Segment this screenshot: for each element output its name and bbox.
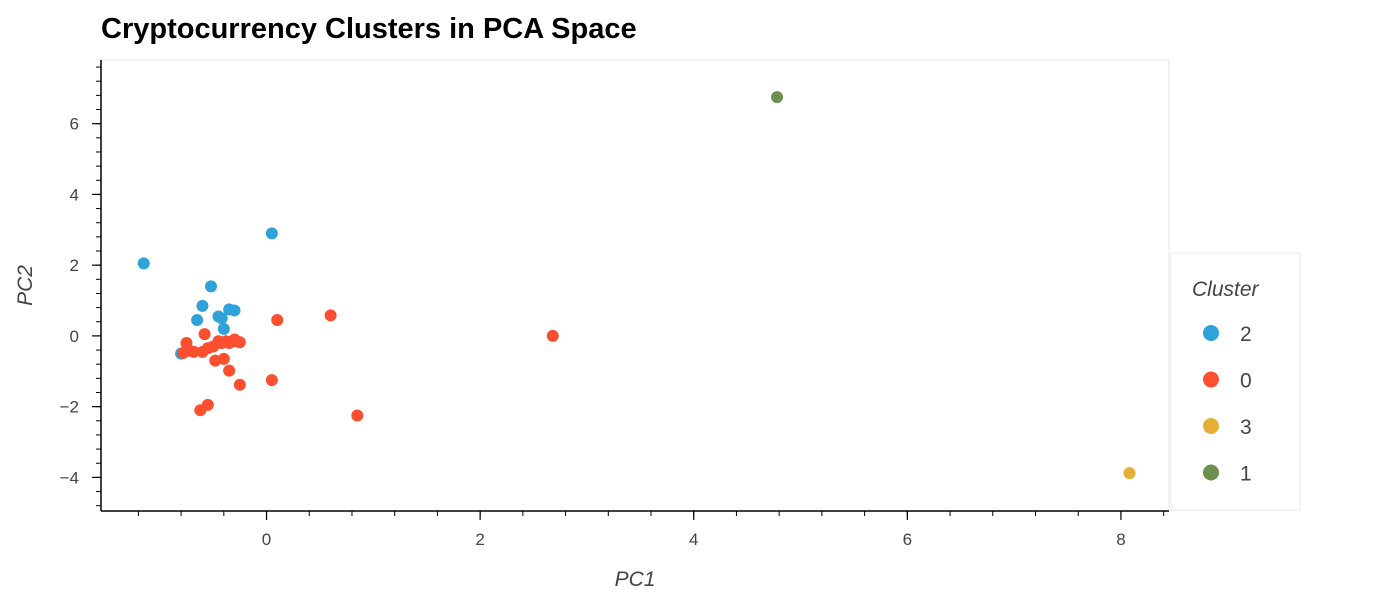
plot-frame (100, 59, 1170, 512)
data-point-cluster-0 (233, 336, 246, 349)
y-tick-label: 4 (70, 185, 79, 204)
x-tick-label: 6 (903, 530, 912, 549)
data-point-cluster-0 (223, 364, 236, 377)
legend-box (1170, 252, 1301, 511)
data-point-cluster-2 (217, 322, 230, 335)
x-axis: 0 2 4 6 8 (101, 510, 1169, 549)
data-point-cluster-0 (324, 309, 337, 322)
data-point-cluster-0 (351, 409, 364, 422)
data-point-cluster-2 (191, 313, 204, 326)
x-tick-label: 8 (1116, 530, 1125, 549)
data-point-cluster-0 (546, 329, 559, 342)
y-tick-label: 0 (70, 327, 79, 346)
data-point-cluster-2 (265, 227, 278, 240)
data-point-cluster-3 (1123, 467, 1136, 480)
x-tick-label: 0 (262, 530, 271, 549)
data-points (137, 91, 1136, 480)
data-point-cluster-0 (198, 328, 211, 341)
data-point-cluster-0 (233, 378, 246, 391)
data-point-cluster-0 (194, 404, 207, 417)
y-axis: −4 −2 0 2 4 6 (60, 60, 102, 511)
data-point-cluster-0 (217, 352, 230, 365)
x-tick-label: 4 (689, 530, 698, 549)
y-tick-label: 2 (70, 256, 79, 275)
data-point-cluster-0 (265, 374, 278, 387)
data-point-cluster-2 (196, 299, 209, 312)
legend-label-2: 2 (1240, 323, 1252, 346)
legend-marker-1 (1203, 464, 1219, 481)
y-tick-label: 6 (70, 115, 79, 134)
data-point-cluster-1 (771, 91, 784, 104)
legend-marker-0 (1203, 371, 1219, 388)
legend-marker-3 (1203, 418, 1219, 434)
data-point-cluster-2 (228, 304, 241, 317)
legend-label-0: 0 (1240, 370, 1252, 393)
y-axis-label: PC2 (14, 265, 37, 306)
legend-label-1: 1 (1240, 463, 1252, 486)
y-tick-label: −4 (60, 468, 79, 487)
legend-label-3: 3 (1240, 416, 1252, 439)
chart-title: Cryptocurrency Clusters in PCA Space (101, 13, 637, 45)
legend-marker-2 (1203, 325, 1219, 341)
x-tick-label: 2 (475, 530, 484, 549)
data-point-cluster-2 (215, 312, 228, 325)
legend-title: Cluster (1192, 278, 1260, 301)
data-point-cluster-2 (205, 280, 218, 293)
data-point-cluster-2 (137, 257, 150, 270)
x-axis-label: PC1 (615, 568, 656, 591)
data-point-cluster-0 (187, 345, 200, 358)
data-point-cluster-0 (271, 313, 284, 326)
y-tick-label: −2 (60, 398, 79, 417)
